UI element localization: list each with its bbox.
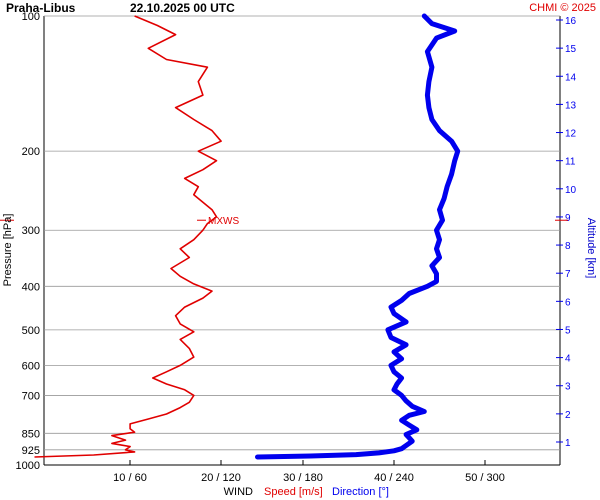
wind-tick-label: 10 / 60: [113, 472, 147, 484]
wind-tick-label: 50 / 300: [465, 472, 505, 484]
pressure-tick-label: 850: [22, 428, 40, 440]
altitude-tick-label: 4: [565, 354, 571, 365]
copyright: CHMI © 2025: [529, 2, 596, 14]
pressure-tick-label: 700: [22, 390, 40, 402]
mxws-label: MXWS: [208, 216, 239, 227]
y2-axis-label: Altitude [km]: [585, 218, 597, 279]
x-axis-label: WIND: [224, 486, 253, 498]
altitude-tick-label: 2: [565, 410, 571, 421]
wind-tick-label: 30 / 180: [283, 472, 323, 484]
pressure-tick-label: 925: [22, 445, 40, 457]
altitude-tick-label: 7: [565, 269, 571, 280]
pressure-tick-label: 300: [22, 225, 40, 237]
altitude-tick-label: 6: [565, 297, 571, 308]
pressure-tick-labels: 100 200 300 400 500 600 700 850 925 1000: [16, 11, 40, 472]
legend-speed: Speed [m/s]: [264, 486, 323, 498]
pressure-tick-label: 400: [22, 281, 40, 293]
grid: [43, 15, 561, 466]
direction-line: [255, 13, 461, 460]
pressure-tick-label: 500: [22, 325, 40, 337]
altitude-tick-label: 11: [565, 157, 576, 168]
station-name: Praha-Libus: [6, 1, 76, 15]
speed-line: [34, 15, 222, 458]
pressure-tick-label: 100: [22, 11, 40, 23]
altitude-tick-label: 14: [565, 72, 577, 83]
pressure-tick-label: 600: [22, 360, 40, 372]
wind-tick-labels: 10 / 60 20 / 120 30 / 180 40 / 240 50 / 300: [113, 460, 505, 484]
sounding-datetime: 22.10.2025 00 UTC: [130, 1, 235, 15]
wind-tick-label: 20 / 120: [201, 472, 241, 484]
altitude-tick-label: 12: [565, 129, 577, 140]
pressure-tick-label: 200: [22, 146, 40, 158]
y-axis-label: Pressure [hPa]: [2, 214, 14, 287]
legend-direction: Direction [°]: [332, 486, 389, 498]
altitude-tick-label: 3: [565, 382, 571, 393]
altitude-tick-label: 1: [565, 438, 571, 449]
altitude-tick-label: 16: [565, 16, 577, 27]
wind-tick-label: 40 / 240: [374, 472, 414, 484]
series-lines: [34, 13, 461, 460]
altitude-tick-label: 5: [565, 325, 571, 336]
altitude-tick-label: 15: [565, 44, 577, 55]
altitude-tick-label: 9: [565, 213, 571, 224]
altitude-tick-label: 13: [565, 100, 577, 111]
altitude-tick-label: 8: [565, 241, 571, 252]
mxws-annotation: MXWS: [0, 216, 568, 227]
pressure-tick-label: 1000: [16, 460, 40, 472]
altitude-tick-label: 10: [565, 185, 577, 196]
